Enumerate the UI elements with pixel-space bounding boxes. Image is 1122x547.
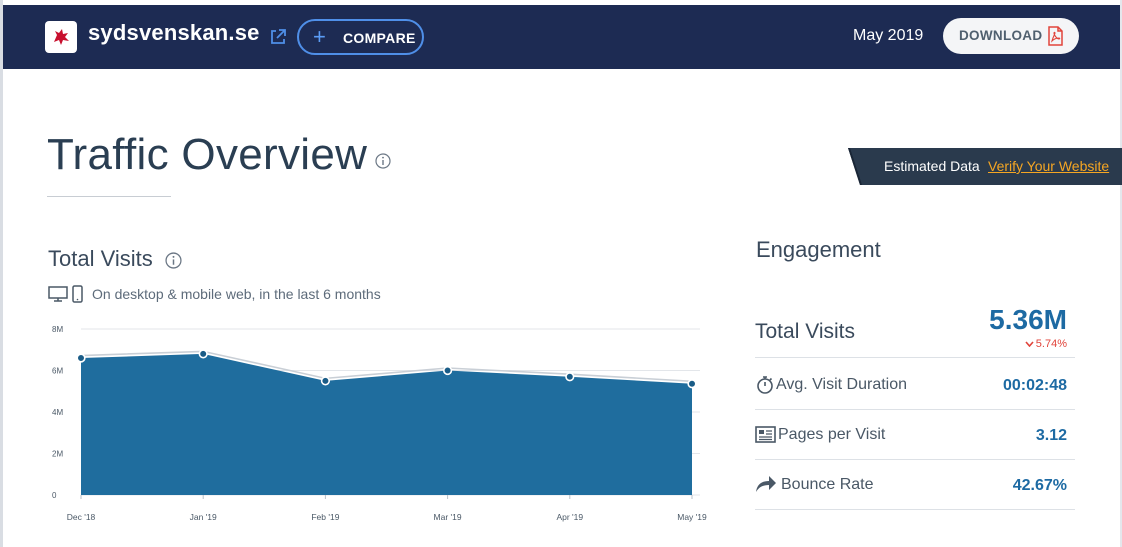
chart-data-point [565,372,575,382]
total-visits-title: Total Visits [48,246,153,271]
chart-y-axis: 0 2M 4M 6M 8M [52,325,63,500]
compare-button[interactable]: + COMPARE [297,19,424,55]
chart-y-tick-label: 2M [52,450,63,459]
engagement-row-bounce-rate: Bounce Rate 42.67% [755,460,1075,510]
info-icon[interactable] [375,153,391,169]
pages-per-visit-label: Pages per Visit [778,426,886,443]
compare-label: COMPARE [343,30,416,46]
avg-visit-duration-label: Avg. Visit Duration [776,376,908,393]
bounce-rate-value: 42.67% [1012,477,1067,494]
site-logo [45,21,77,53]
frame-right [1120,0,1122,547]
pdf-icon [1048,26,1063,46]
engagement-total-visits-row: Total Visits 5.36M 5.74% [755,300,1075,358]
engagement-title: Engagement [756,237,881,262]
chart-series-shadow-line [80,350,693,383]
chart-x-tick-label: Apr '19 [556,512,583,522]
engagement-total-visits-value: 5.36M [989,304,1067,335]
chart-y-tick-label: 0 [52,491,57,500]
info-icon[interactable] [165,252,182,269]
banner-background [848,148,1122,185]
chart-x-tick-label: Jan '19 [190,512,217,522]
chart-data-point [198,349,208,359]
chart-x-tick-label: Dec '18 [67,512,96,522]
total-visits-change-value: 5.74% [1035,338,1067,350]
engagement-total-visits-label: Total Visits [755,320,855,343]
chart-data-point [76,353,86,363]
title-underline [47,196,171,197]
pages-per-visit-value: 3.12 [1035,427,1067,444]
top-bar: sydsvenskan.se + COMPARE May 2019 DOWNLO… [3,5,1120,69]
engagement-row-avg-duration: Avg. Visit Duration 00:02:48 [755,360,1075,410]
avg-visit-duration-value: 00:02:48 [1002,377,1067,394]
chart-points [76,349,697,389]
month-selector[interactable]: May 2019 [853,27,924,44]
bounce-rate-label: Bounce Rate [781,476,874,493]
chevron-down-icon [1025,341,1034,348]
total-visits-chart: 0 2M 4M 6M 8M Dec '18 Jan '19 Feb '19 Mar '19 Ap… [52,325,707,522]
chart-series-area [81,353,692,495]
chart-data-point [687,379,697,389]
stopwatch-icon [757,376,773,394]
chart-x-tick-label: Feb '19 [311,512,339,522]
frame-left [0,0,3,547]
engagement-row-pages-per-visit: Pages per Visit 3.12 [755,410,1075,460]
chart-x-axis: Dec '18 Jan '19 Feb '19 Mar '19 Apr '19 May '… [67,495,707,522]
estimated-data-label: Estimated Data [884,158,980,174]
griffin-logo-icon [54,29,69,45]
external-link-icon[interactable] [269,28,287,46]
total-visits-change: 5.74% [1025,338,1067,350]
bounce-arrow-icon [756,476,776,492]
verify-website-link[interactable]: Verify Your Website [988,158,1110,174]
chart-data-point [443,365,453,376]
chart-x-tick-label: May '19 [677,512,707,522]
chart-y-tick-label: 4M [52,408,63,417]
chart-x-tick-label: Mar '19 [434,512,462,522]
estimated-data-banner: Estimated Data Verify Your Website [848,148,1122,185]
page-title: Traffic Overview [47,130,368,179]
chart-y-tick-label: 8M [52,325,63,334]
desktop-mobile-icon [48,285,83,303]
download-button[interactable]: DOWNLOAD [943,18,1079,54]
chart-y-tick-label: 6M [52,367,63,376]
plus-icon: + [313,24,326,49]
chart-area-layer [80,350,693,495]
pages-icon [755,426,776,443]
total-visits-subtitle: On desktop & mobile web, in the last 6 m… [92,286,381,302]
site-name[interactable]: sydsvenskan.se [88,20,260,45]
download-label: DOWNLOAD [959,28,1043,43]
chart-data-point [320,376,331,386]
